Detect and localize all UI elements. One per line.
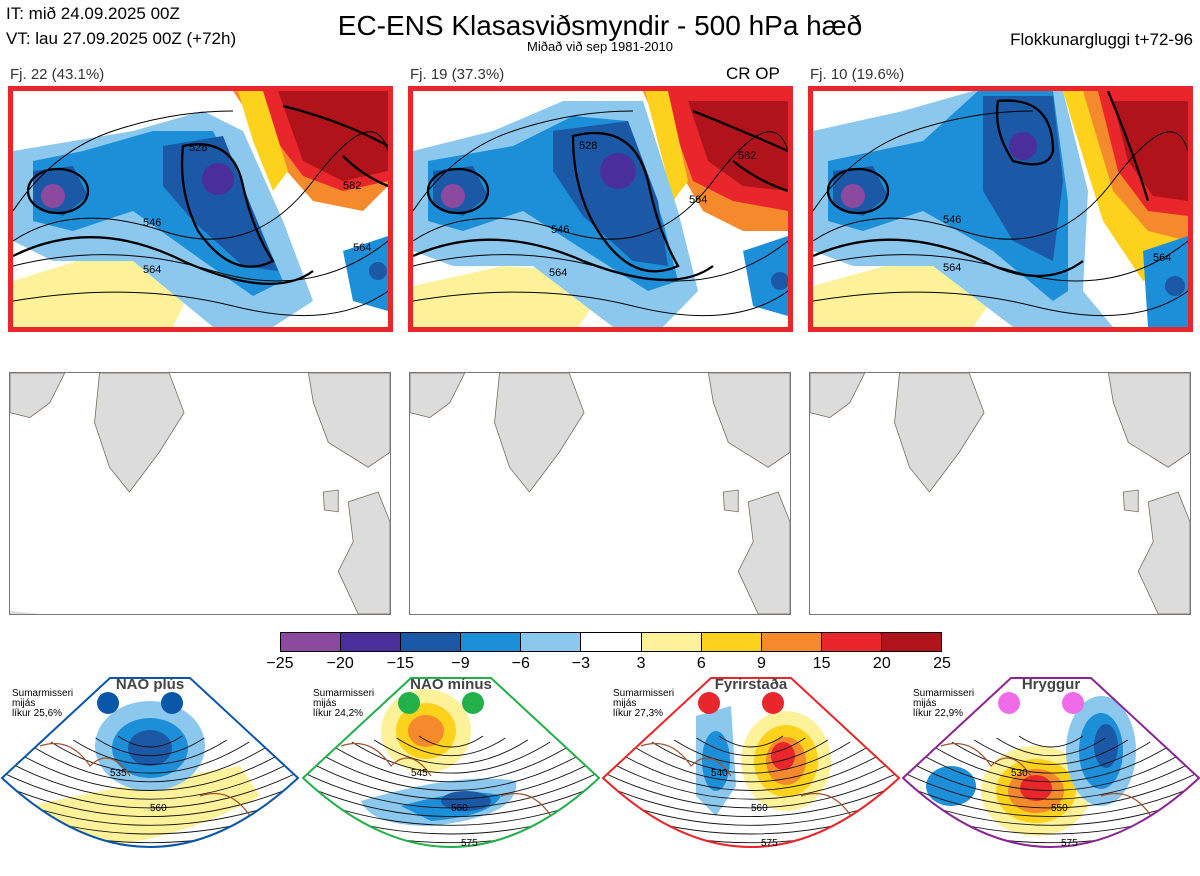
climate-regime-note-line: Sumarmisseri [913,688,975,699]
cluster-2-contour-label: 564 [689,194,707,206]
climate-contour-label: 550 [1051,803,1068,814]
cluster-3-empty-map [809,372,1191,615]
climate-contour-label: 560 [150,803,167,814]
climate-regime-note-line: líkur 27,3% [613,708,664,719]
cluster-2-regime: CR OP [726,64,780,83]
climate-regime-note-line: líkur 24,2% [313,708,364,719]
cluster-2-contour-label: 582 [738,150,756,162]
climate-regime-title: NAO plús [115,676,185,693]
cluster-2-map: 528 546 564 582 564 [408,86,793,332]
cluster-1-map: 528 546 564 564 582 [8,86,393,332]
cluster-3-contour-label: 564 [1153,252,1171,264]
init-time: IT: mið 24.09.2025 00Z [6,4,180,23]
climate-contour-label: 535 [110,768,127,779]
climate-fan: 545 560 575 [301,676,601,876]
cluster-1-empty-map [9,372,391,615]
climate-regime-note-line: Sumarmisseri [613,688,675,699]
climate-regime-note-line: líkur 22,9% [913,708,964,719]
climate-fan-edge [601,677,901,848]
cluster-1-contour-label: 528 [189,142,207,154]
climate-contour-label: 530 [1011,768,1028,779]
cluster-3-contour-label: 546 [943,214,961,226]
regime-marker-dot [998,692,1020,714]
colorbar-tick-label: 15 [812,655,831,672]
climate-regime-note-line: mijás [12,698,36,709]
cluster-3-contour-label: 564 [943,262,961,274]
climate-fan-edge [301,677,601,848]
cluster-2-contour-label: 564 [549,267,567,279]
regime-marker-dot [698,692,720,714]
regime-marker-dot [462,692,484,714]
cluster-1-contour-label: 564 [143,264,161,276]
colorbar-tick-label: 3 [636,655,646,672]
climate-contour-label: 575 [761,838,778,849]
cluster-1-label: Fj. 22 (43.1%) [10,66,105,83]
climate-regime-title: Fyrirstaða [714,676,788,693]
climate-regime-note-line: mijás [913,698,937,709]
regime-marker-dot [762,692,784,714]
colorbar-swatch [521,633,582,651]
colorbar-tick-label: −3 [571,655,591,672]
regime-marker-dot [97,692,119,714]
climate-regime-title: Hryggur [1021,676,1081,693]
valid-time: VT: lau 27.09.2025 00Z (+72h) [6,29,237,48]
climate-fan-edge [901,677,1200,848]
cluster-3-label: Fj. 10 (19.6%) [810,66,905,83]
colorbar-tick-label: −20 [326,655,354,672]
climate-contour-label: 560 [751,803,768,814]
climate-regime-note-line: Sumarmisseri [313,688,375,699]
cluster-2-label: Fj. 19 (37.3%) [410,66,505,83]
colorbar-swatch [341,633,402,651]
climate-contour-label: 540 [711,768,728,779]
colorbar-tick-label: 25 [933,655,951,672]
colorbar-swatch [281,633,342,651]
colorbar-tick-label: −9 [451,655,470,672]
colorbar-swatch [461,633,522,651]
colorbar-tick-label: 20 [872,655,891,672]
climate-regime-note-line: líkur 25,6% [12,708,63,719]
colorbar-swatch [401,633,462,651]
colorbar-swatch [761,633,822,651]
climate-fan-edge [0,677,300,848]
colorbar-swatch [641,633,702,651]
colorbar-swatch [881,633,942,651]
climate-regime-note: Sumarmisseri mijás líkur 24,2% [313,689,374,719]
climate-regime-note: Sumarmisseri mijás líkur 22,9% [913,689,974,719]
climate-contour-label: 545 [411,768,428,779]
climate-regime-note-line: Sumarmisseri [12,688,74,699]
climate-fan: 540 560 575 [601,676,901,876]
colorbar-swatch [581,633,642,651]
colorbar-tick-label: −15 [386,655,414,672]
cluster-3-map: 546 564 564 [808,86,1193,332]
climate-contour-label: 575 [1061,838,1078,849]
cluster-2-contour-label: 546 [551,224,569,236]
colorbar [280,632,942,652]
cluster-1-contour-label: 564 [353,242,371,254]
climate-regime-note-line: mijás [313,698,337,709]
page-title: EC-ENS Klasasviðsmyndir - 500 hPa hæð [337,10,863,41]
colorbar-tick-label: 9 [757,655,766,672]
cluster-2-empty-map [409,372,791,615]
climate-fan: 535 560 [0,676,300,876]
colorbar-swatch [701,633,762,651]
cluster-2-contour-label: 528 [579,140,597,152]
climate-fan: 530 550 575 [901,676,1200,876]
cluster-1-contour-label: 546 [143,217,161,229]
colorbar-swatch [821,633,882,651]
climate-regime-note: Sumarmisseri mijás líkur 27,3% [613,689,674,719]
climate-contour-label: 560 [451,803,468,814]
climate-regime-note-line: mijás [613,698,637,709]
colorbar-tick-label: 6 [696,655,706,672]
colorbar-tick-label: −6 [511,655,530,672]
climate-regime-note: Sumarmisseri mijás líkur 25,6% [12,689,73,719]
cluster-1-contour-label: 582 [343,180,361,192]
climate-regime-title: NAO mínus [410,676,492,693]
regime-marker-dot [161,692,183,714]
colorbar-tick-label: −25 [266,655,294,672]
regime-marker-dot [1062,692,1084,714]
regime-marker-dot [398,692,420,714]
page-subtitle: Miðað við sep 1981-2010 [527,39,673,54]
classification-window: Flokkunargluggi t+72-96 [1010,30,1193,49]
climate-contour-label: 575 [461,838,478,849]
